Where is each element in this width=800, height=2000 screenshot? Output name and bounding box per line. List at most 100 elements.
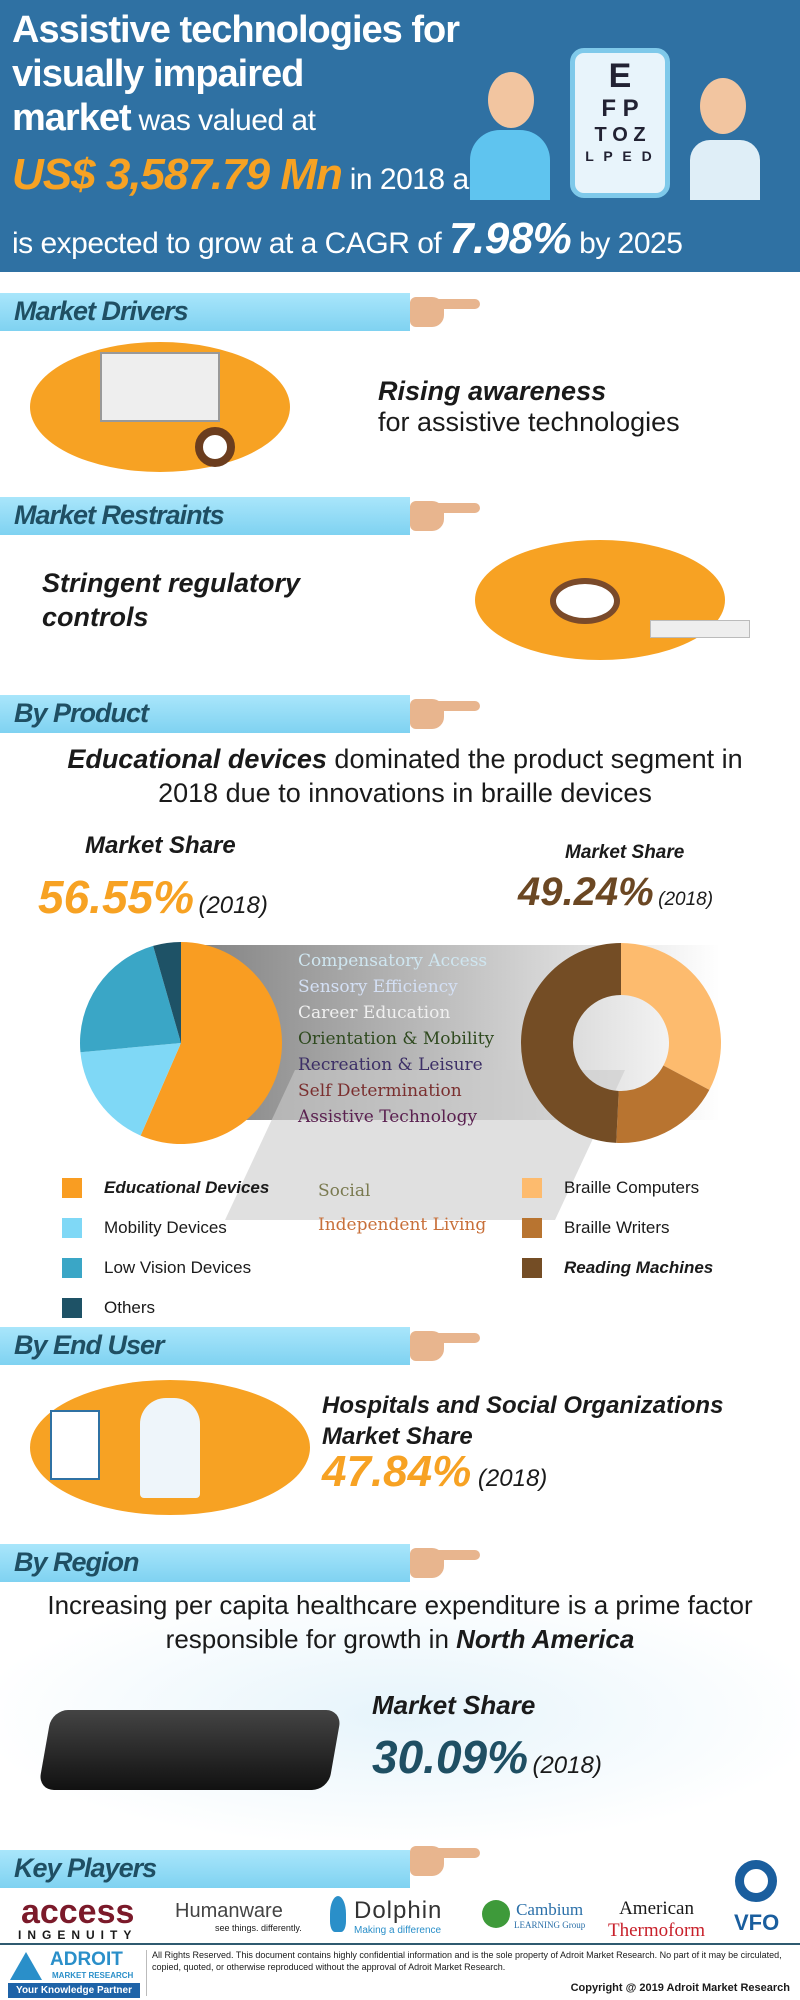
decor-word: Self Determination [298,1081,462,1101]
eye-chart-row: T O Z [594,124,646,146]
patient-illustration-icon [470,130,550,200]
section-bar-key-players: Key Players [0,1850,410,1888]
legend-label: Others [104,1298,156,1317]
end-user-share-label: Market Share [322,1423,473,1450]
eye-icon [550,578,620,624]
logo-text: American [619,1898,694,1919]
valued-line: market was valued at [12,96,316,140]
headline-body: dominated the product segment in 2018 du… [158,744,743,808]
region-share: 30.09% (2018) [372,1730,602,1784]
section-title: By End User [14,1330,165,1360]
legend-swatch [62,1258,82,1278]
section-bar-market-restraints: Market Restraints [0,497,410,535]
logo-vfo: VFO [734,1910,780,1935]
logo-text: Humanware [175,1900,283,1922]
logo-american-thermoform: American Thermoform [608,1898,705,1942]
cagr-suffix: by 2025 [571,227,683,260]
share-label: Market Share [565,842,685,863]
legend-swatch [62,1218,82,1238]
pie-slice-educational-devices [140,942,282,1144]
region-share-label: Market Share [372,1690,536,1720]
headline-body: Increasing per capita healthcare expendi… [47,1590,753,1654]
share-year: (2018) [198,892,268,919]
legend-item: Others [62,1288,302,1328]
valued-text: was valued at [130,104,316,137]
share-value: 30.09% [372,1731,529,1783]
share-year: (2018) [477,1465,548,1492]
section-bar-market-drivers: Market Drivers [0,293,410,331]
footer-copyright: Copyright @ 2019 Adroit Market Research [570,1982,790,1994]
doctor-illustration-icon [690,140,760,200]
logo-sub: LEARNING Group [514,1920,586,1930]
legend-label: Low Vision Devices [104,1258,252,1277]
adroit-triangle-icon [10,1952,42,1980]
section-bar-by-region: By Region [0,1544,410,1582]
hospital-illustration [30,1380,310,1515]
driver-bold: Rising awareness [378,376,607,406]
patient-head-icon [488,72,534,128]
share-value: 56.55% [38,871,195,923]
pointing-hand-icon [410,695,480,729]
legend-swatch [522,1258,542,1278]
braille-book-icon [100,352,220,422]
title-line-1: Assistive technologies for [12,9,460,51]
share-label: Market Share [85,832,236,859]
brand-tagline: Your Knowledge Partner [8,1983,140,1998]
legend-item: Braille Writers [522,1208,782,1248]
logo-sub: see things. differently. [215,1923,302,1933]
legend-swatch [522,1178,542,1198]
pie-legend: Educational Devices Mobility Devices Low… [62,1168,302,1328]
logo-sub: INGENUITY [18,1928,138,1942]
vfo-aperture-icon [735,1860,777,1902]
section-bar-by-product: By Product [0,695,410,733]
legend-item: Reading Machines [522,1248,782,1288]
logo-dolphin: Dolphin Making a difference [354,1897,442,1936]
share-value: 49.24% [518,870,654,914]
logo-cambium: Cambium LEARNING Group [514,1900,585,1930]
right-share-label: Market Share [565,842,684,864]
decor-word: Sensory Efficiency [298,977,458,997]
pie-slice-others [153,942,181,1043]
title-market: market [12,97,132,139]
legend-swatch [62,1178,82,1198]
braille-display-illustration [37,1710,343,1790]
decor-word: Compensatory Access [298,951,488,971]
logo-text: Cambium [516,1900,584,1919]
share-year: (2018) [532,1752,602,1779]
section-title: By Product [14,698,149,728]
decor-word: Social [318,1181,371,1201]
tree-icon [482,1900,510,1928]
pointing-hand-icon [410,497,480,531]
left-share: 56.55% (2018) [38,870,268,924]
donut-slice-braille-writers [616,1065,710,1143]
footer-notice: All Rights Reserved. This document conta… [152,1950,782,1972]
product-charts [80,942,722,1144]
right-share: 49.24% (2018) [518,870,713,915]
doctor-icon [140,1398,200,1498]
cagr-line: is expected to grow at a CAGR of 7.98% b… [12,214,683,264]
market-value: US$ 3,587.79 Mn [12,150,343,199]
legend-label: Educational Devices [104,1178,270,1197]
section-title: Market Restraints [14,500,225,530]
pie-slice-mobility-devices [80,1043,181,1136]
pointing-hand-icon [410,1327,480,1361]
donut-legend: Braille Computers Braille Writers Readin… [522,1168,782,1288]
legend-item: Mobility Devices [62,1208,302,1248]
coffee-cup-icon [195,427,235,467]
legend-swatch [522,1218,542,1238]
decor-word: Recreation & Leisure [298,1055,483,1075]
clipboard-icon [50,1410,100,1480]
product-headline: Educational devices dominated the produc… [40,742,770,810]
restraint-text: Stringent regulatory controls [42,568,301,632]
footer-divider [0,1943,800,1945]
headline-bold: Educational devices [67,744,327,774]
section-title: By Region [14,1547,140,1577]
headline-bold: North America [456,1624,635,1654]
legend-item: Braille Computers [522,1168,782,1208]
decor-word: Orientation & Mobility [298,1029,495,1049]
pointing-hand-icon [410,293,480,327]
title-line-2: visually impaired [12,53,304,95]
legend-label: Braille Writers [564,1218,670,1237]
braille-books-illustration [30,342,290,472]
decor-word: Assistive Technology [298,1107,478,1127]
